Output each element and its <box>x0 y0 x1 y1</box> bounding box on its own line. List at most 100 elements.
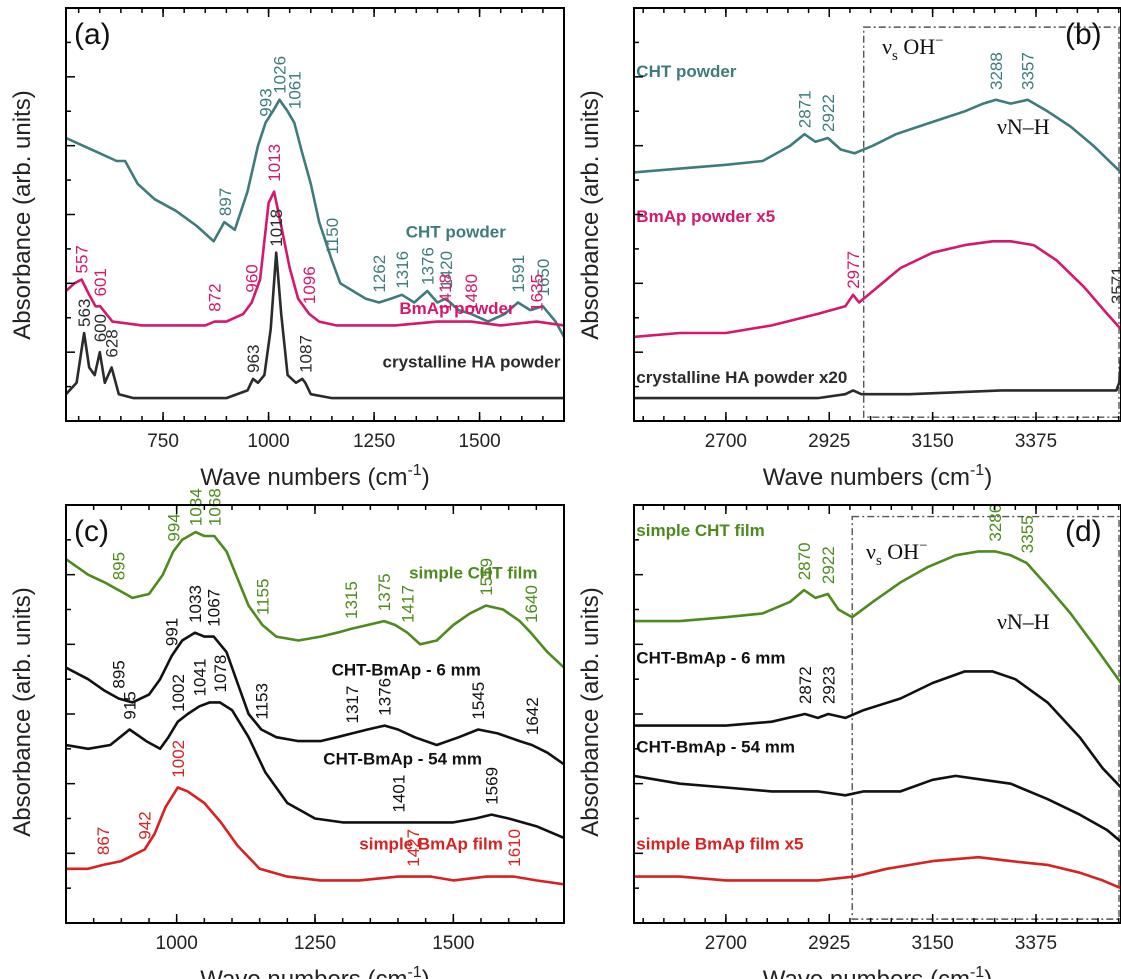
peak-label: 2871 <box>796 90 815 128</box>
series-label: CHT-BmAp - 54 mm <box>636 738 795 757</box>
peak-label: 1591 <box>509 255 528 293</box>
peak-label: 1096 <box>300 266 319 304</box>
peak-label: 942 <box>136 811 155 839</box>
peak-label: 994 <box>164 513 183 541</box>
x-tick-label: 3150 <box>911 431 953 452</box>
peak-label: 1317 <box>343 686 362 724</box>
peak-label: 1420 <box>437 251 456 289</box>
x-axis-label: Wave numbers (cm-1) <box>763 462 992 491</box>
vibration-label: νs OH− <box>866 538 928 569</box>
peak-label: 1262 <box>370 255 389 293</box>
vibration-label: νN–H <box>997 609 1050 634</box>
series-line <box>66 98 564 338</box>
peak-label: 2872 <box>796 666 815 704</box>
series-line <box>66 530 564 669</box>
series-line <box>634 550 1121 684</box>
series-label: crystalline HA powder <box>383 352 561 371</box>
series-label: CHT-BmAp - 54 mm <box>323 749 482 768</box>
panel-c: simple CHT film CHT-BmAp - 6 mm CHT-BmAp -… <box>9 488 565 979</box>
peak-label: 1033 <box>186 585 205 623</box>
peak-label: 1018 <box>267 209 286 247</box>
peak-label: 628 <box>103 329 122 357</box>
peak-label: 1153 <box>252 683 271 720</box>
peak-label: 563 <box>75 299 94 327</box>
peak-label: 1559 <box>477 558 496 596</box>
peak-label: 1418 <box>436 274 455 312</box>
series-line <box>634 670 1121 789</box>
x-tick-label: 2700 <box>705 933 747 954</box>
peak-label: 1155 <box>253 579 272 616</box>
peak-label: 960 <box>243 264 262 292</box>
peak-label: 3288 <box>987 52 1006 90</box>
peak-label: 3357 <box>1019 52 1038 90</box>
series-label: crystalline HA powder x20 <box>636 368 847 387</box>
peak-label: 895 <box>110 552 129 580</box>
series-line <box>634 774 1121 843</box>
vibration-label: νN–H <box>997 114 1050 139</box>
panel-a: CHT powder BmAp powder crystalline HA powd… <box>9 7 565 491</box>
peak-label: 1087 <box>296 335 315 373</box>
x-axis-label: Wave numbers (cm-1) <box>763 964 992 979</box>
peak-label: 1013 <box>265 144 284 182</box>
peak-label: 1068 <box>205 488 224 526</box>
peak-label: 557 <box>73 245 92 273</box>
peak-label: 895 <box>110 660 129 688</box>
peak-label: 3571 <box>1108 266 1121 304</box>
x-tick-label: 3375 <box>1015 431 1057 452</box>
x-tick-label: 1250 <box>294 933 336 954</box>
x-tick-label: 1000 <box>247 431 289 452</box>
panel-tag: (c) <box>74 515 109 548</box>
peak-label: 897 <box>216 188 235 216</box>
x-tick-label: 1500 <box>432 933 474 954</box>
peak-label: 1315 <box>342 581 361 619</box>
x-tick-label: 3375 <box>1015 933 1057 954</box>
peak-label: 1150 <box>323 218 342 255</box>
roi-box <box>851 515 1120 920</box>
peak-label: 1376 <box>376 678 395 716</box>
x-axis-label: Wave numbers (cm-1) <box>200 964 429 979</box>
peak-label: 1376 <box>418 247 437 285</box>
peak-label: 3355 <box>1018 515 1037 553</box>
series-label: simple CHT film <box>636 521 764 540</box>
x-tick-label: 2925 <box>808 431 850 452</box>
peak-label: 991 <box>163 618 182 646</box>
series-line <box>66 190 564 327</box>
peak-label: 601 <box>91 268 110 296</box>
series-line <box>634 855 1121 890</box>
peak-label: 963 <box>244 345 263 373</box>
panel-tag: (a) <box>74 18 111 51</box>
series-line <box>66 786 564 886</box>
y-axis-label: Absorbance (arb. units) <box>9 587 36 836</box>
panel-d: simple CHT film CHT-BmAp - 6 mm CHT-BmAp -… <box>577 504 1121 979</box>
peak-label: 1640 <box>522 585 541 623</box>
panel-b: CHT powder BmAp powder x5 crystalline HA p… <box>577 7 1121 491</box>
peak-label: 1316 <box>393 251 412 289</box>
series-line <box>66 701 564 840</box>
peak-label: 1041 <box>190 659 209 697</box>
roi-box <box>863 26 1120 418</box>
peak-label: 1401 <box>390 775 409 813</box>
series-label: CHT powder <box>636 62 736 81</box>
peak-label: 1545 <box>469 682 488 720</box>
panel-tag: (b) <box>1065 18 1102 51</box>
peak-label: 1635 <box>528 274 547 312</box>
peak-label: 1067 <box>205 589 224 627</box>
x-tick-label: 1250 <box>353 431 395 452</box>
x-tick-label: 1000 <box>156 933 198 954</box>
y-axis-label: Absorbance (arb. units) <box>577 90 604 339</box>
peak-label: 915 <box>121 691 140 719</box>
peak-label: 1061 <box>285 71 304 109</box>
peak-label: 1034 <box>187 488 206 526</box>
series-line <box>634 343 1121 400</box>
peak-label: 2923 <box>819 666 838 704</box>
peak-label: 993 <box>257 88 276 116</box>
x-tick-label: 1500 <box>458 431 500 452</box>
peak-label: 1026 <box>271 56 290 94</box>
series-label: CHT-BmAp - 6 mm <box>636 649 785 668</box>
peak-label: 1610 <box>505 829 524 867</box>
peak-label: 867 <box>94 827 113 855</box>
peak-label: 1650 <box>534 259 553 297</box>
peak-label: 1002 <box>169 674 188 712</box>
series-label: CHT-BmAp - 6 mm <box>332 660 481 679</box>
